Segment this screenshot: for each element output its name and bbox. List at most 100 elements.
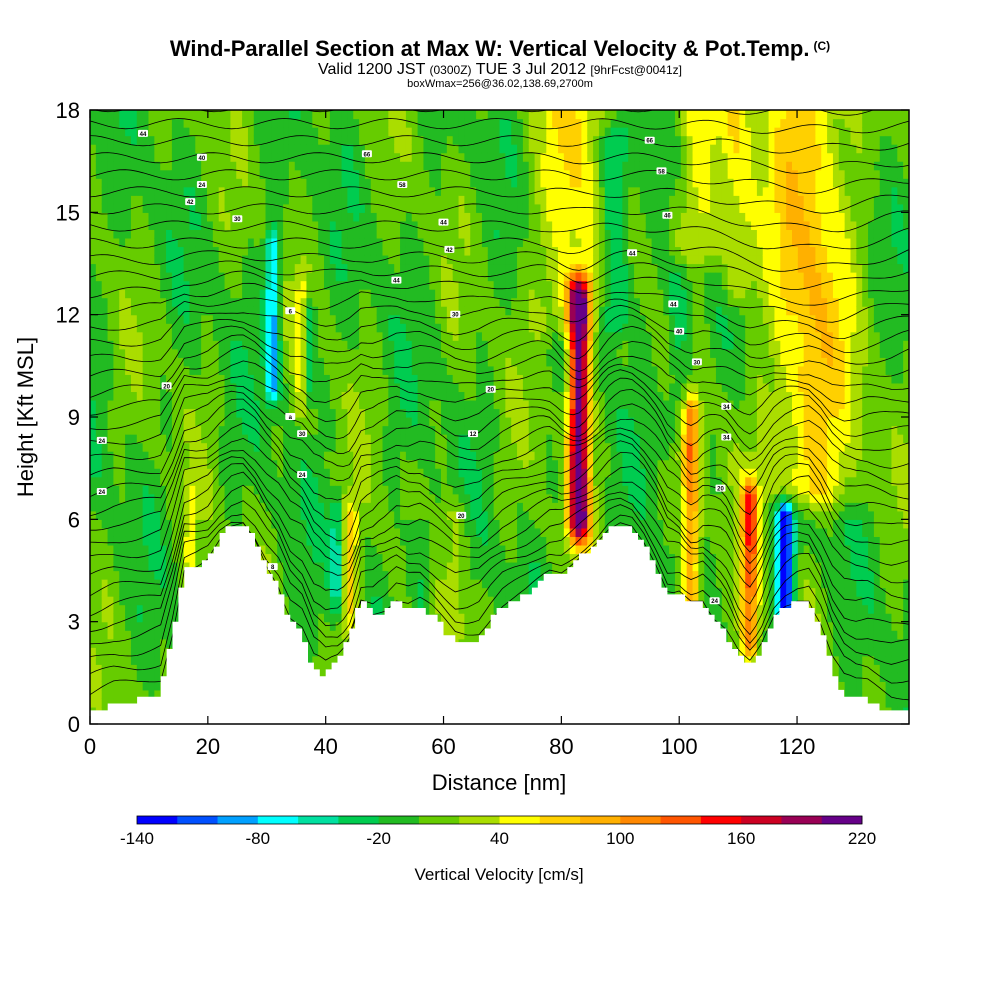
- velocity-cell: [335, 357, 343, 367]
- velocity-cell: [125, 613, 132, 623]
- velocity-cell: [329, 340, 337, 350]
- velocity-cell: [253, 417, 261, 427]
- velocity-cell: [142, 493, 150, 503]
- velocity-cell: [224, 254, 231, 265]
- velocity-cell: [400, 229, 407, 239]
- velocity-cell: [318, 434, 325, 444]
- velocity-cell: [195, 118, 202, 128]
- velocity-cell: [429, 314, 436, 324]
- velocity-cell: [341, 417, 348, 427]
- velocity-cell: [148, 229, 155, 239]
- velocity-cell: [347, 553, 354, 563]
- velocity-cell: [130, 144, 138, 154]
- velocity-cell: [265, 425, 272, 435]
- velocity-cell: [265, 417, 272, 427]
- velocity-cell: [335, 195, 343, 205]
- velocity-cell: [370, 451, 378, 461]
- velocity-cell: [481, 476, 489, 486]
- velocity-cell: [411, 459, 419, 469]
- velocity-cell: [212, 110, 220, 120]
- velocity-cell: [212, 220, 220, 230]
- velocity-cell: [236, 127, 243, 137]
- velocity-cell: [446, 536, 454, 546]
- velocity-cell: [318, 357, 325, 367]
- velocity-cell: [212, 485, 220, 495]
- velocity-cell: [160, 246, 167, 256]
- velocity-cell: [177, 536, 185, 546]
- velocity-cell: [411, 553, 419, 563]
- velocity-cell: [429, 391, 436, 401]
- velocity-cell: [446, 135, 454, 145]
- velocity-cell: [253, 306, 261, 316]
- velocity-cell: [312, 544, 319, 555]
- velocity-cell: [347, 442, 354, 452]
- velocity-cell: [154, 485, 161, 495]
- velocity-cell: [271, 536, 278, 546]
- velocity-cell: [347, 280, 354, 290]
- velocity-cell: [230, 237, 237, 248]
- velocity-cell: [288, 510, 296, 520]
- velocity-cell: [294, 493, 302, 503]
- velocity-cell: [411, 220, 419, 230]
- velocity-cell: [271, 144, 278, 154]
- velocity-cell: [294, 374, 302, 384]
- velocity-cell: [253, 314, 261, 324]
- velocity-cell: [294, 365, 302, 375]
- velocity-cell: [148, 399, 155, 410]
- velocity-cell: [329, 246, 337, 256]
- velocity-cell: [458, 144, 465, 154]
- velocity-cell: [113, 152, 120, 162]
- velocity-cell: [212, 186, 220, 196]
- velocity-cell: [470, 544, 477, 555]
- velocity-cell: [218, 220, 226, 230]
- velocity-cell: [347, 434, 354, 444]
- velocity-cell: [247, 468, 255, 478]
- velocity-cell: [306, 476, 313, 486]
- velocity-cell: [329, 442, 337, 452]
- velocity-cell: [253, 323, 261, 333]
- velocity-cell: [130, 417, 138, 427]
- velocity-cell: [452, 434, 460, 444]
- velocity-cell: [189, 536, 196, 546]
- velocity-cell: [464, 519, 471, 529]
- velocity-cell: [452, 544, 460, 555]
- velocity-cell: [230, 220, 237, 230]
- velocity-cell: [405, 195, 413, 205]
- velocity-cell: [119, 331, 126, 341]
- velocity-cell: [148, 596, 155, 606]
- velocity-cell: [212, 306, 220, 316]
- velocity-cell: [288, 263, 296, 273]
- velocity-cell: [283, 476, 290, 486]
- velocity-cell: [429, 212, 436, 222]
- velocity-cell: [429, 237, 436, 248]
- velocity-cell: [476, 254, 483, 265]
- velocity-cell: [247, 365, 255, 375]
- velocity-cell: [107, 365, 114, 375]
- velocity-cell: [382, 306, 389, 316]
- velocity-cell: [90, 587, 97, 597]
- velocity-cell: [435, 357, 442, 367]
- velocity-cell: [253, 459, 261, 469]
- velocity-cell: [148, 425, 155, 435]
- velocity-cell: [236, 297, 243, 307]
- velocity-cell: [294, 306, 302, 316]
- velocity-cell: [177, 178, 185, 188]
- velocity-cell: [306, 357, 313, 367]
- velocity-cell: [318, 527, 325, 537]
- velocity-cell: [364, 391, 372, 401]
- velocity-cell: [154, 391, 161, 401]
- velocity-cell: [470, 425, 477, 435]
- velocity-cell: [376, 502, 384, 512]
- velocity-cell: [160, 579, 167, 589]
- velocity-cell: [177, 169, 185, 179]
- velocity-cell: [277, 502, 284, 512]
- velocity-cell: [277, 263, 284, 273]
- velocity-cell: [324, 613, 331, 623]
- velocity-cell: [359, 280, 366, 290]
- velocity-cell: [341, 604, 348, 614]
- velocity-cell: [394, 348, 401, 358]
- velocity-cell: [370, 169, 378, 179]
- velocity-cell: [476, 493, 483, 503]
- velocity-cell: [400, 536, 407, 546]
- velocity-cell: [230, 263, 237, 273]
